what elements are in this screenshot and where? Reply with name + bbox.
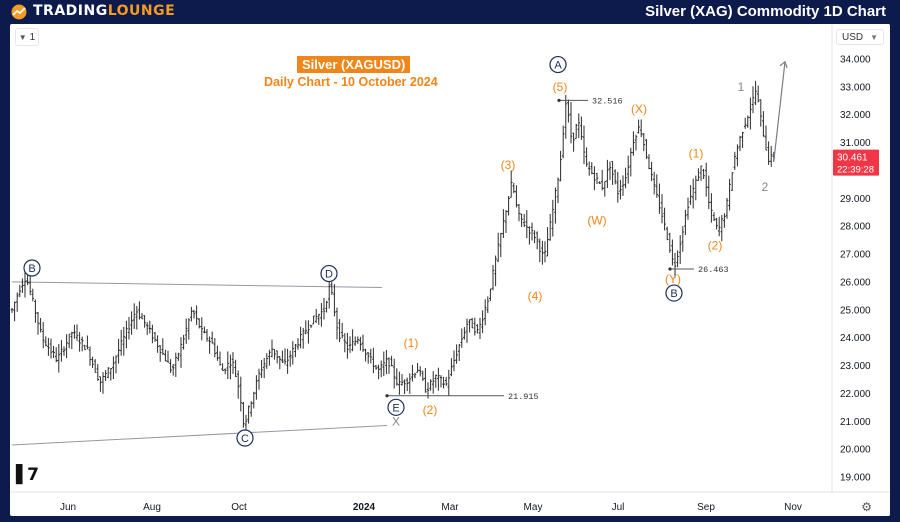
chart-subtitle: Daily Chart - 10 October 2024	[264, 75, 438, 89]
gear-icon[interactable]: ⚙	[861, 500, 872, 514]
y-tick-label: 33.000	[840, 82, 871, 93]
y-tick-label: 24.000	[840, 333, 871, 344]
projection-arrow-head	[779, 60, 788, 68]
wave-label: (2)	[423, 403, 438, 417]
x-tick-label: Jun	[60, 502, 76, 513]
wave-label: A	[554, 60, 562, 72]
y-tick-label: 25.000	[840, 305, 871, 316]
wave-label-circle	[665, 284, 683, 302]
wave-label: (1)	[689, 147, 704, 161]
y-tick-label: 29.000	[840, 194, 871, 205]
price-callout-label: 26.463	[698, 265, 729, 275]
wave-label-circle	[387, 398, 405, 416]
wave-label: (2)	[708, 239, 723, 253]
wave-label: X	[392, 414, 400, 428]
wave-label: B	[28, 263, 35, 275]
currency-selector[interactable]: USD ▼	[836, 29, 884, 45]
interval-selector[interactable]: ▼ 1	[15, 28, 39, 46]
current-price-countdown: 22:39:28	[837, 165, 874, 176]
chevron-down-icon: ▼	[18, 32, 27, 42]
chart-panel: 19.000 20.000 21.000 22.000 23.000 24.000 25.0…	[10, 24, 890, 516]
x-tick-label: 2024	[353, 502, 376, 513]
price-callout-label: 32.516	[592, 96, 623, 106]
y-tick-label: 28.000	[840, 222, 871, 233]
projection-arrow-line	[773, 61, 786, 160]
currency-label: USD	[842, 31, 864, 43]
wave-label-circle	[320, 264, 338, 283]
current-price-badge	[833, 149, 879, 176]
brand-part-1: TRADING	[33, 3, 108, 19]
current-price-value: 30.461	[837, 153, 868, 164]
wave-label: 2	[762, 180, 769, 194]
y-tick-label: 27.000	[840, 250, 871, 261]
x-tick-label: Oct	[231, 502, 247, 513]
x-tick-label: May	[524, 502, 543, 513]
wave-label: E	[392, 402, 399, 414]
y-tick-label: 21.000	[840, 417, 871, 428]
wave-label: 1	[738, 80, 745, 94]
wave-label: (1)	[404, 336, 419, 350]
y-tick-label: 31.000	[840, 138, 871, 149]
y-tick-label: 23.000	[840, 361, 871, 372]
wave-label-circle	[23, 259, 41, 277]
tradinglounge-logo-icon	[11, 4, 27, 20]
trendline	[11, 281, 383, 289]
price-callout-dot	[557, 98, 561, 102]
y-tick-label: 22.000	[840, 389, 871, 400]
interval-value: 1	[29, 31, 36, 43]
y-tick-label: 32.000	[840, 110, 871, 121]
wave-label: (5)	[553, 80, 568, 94]
wave-label-circle	[236, 429, 254, 447]
wave-label: (Y)	[665, 272, 681, 286]
wave-label: C	[241, 433, 249, 445]
wave-label: (X)	[631, 102, 647, 116]
price-callout-dot	[668, 267, 672, 271]
x-tick-label: Jul	[612, 502, 625, 513]
x-tick-label: Aug	[143, 502, 161, 513]
price-callout-dot	[385, 394, 389, 398]
wave-label: B	[670, 288, 677, 300]
tradingview-logo-icon: ▌7	[16, 465, 39, 485]
trendline	[11, 424, 388, 446]
y-tick-label: 19.000	[840, 473, 871, 484]
y-tick-label: 26.000	[840, 277, 871, 288]
x-tick-label: Sep	[697, 502, 715, 513]
wave-label-circle	[549, 55, 567, 74]
wave-label: (W)	[587, 214, 606, 228]
wave-label: (4)	[528, 289, 543, 303]
brand-name: TRADINGLOUNGE	[33, 3, 175, 19]
x-tick-label: Mar	[441, 502, 459, 513]
wave-label: (3)	[501, 158, 516, 172]
y-tick-label: 34.000	[840, 55, 871, 66]
price-axis-panel	[832, 24, 890, 516]
chevron-down-icon: ▼	[870, 32, 878, 42]
header-bar: TRADINGLOUNGE Silver (XAG) Commodity 1D …	[0, 0, 900, 24]
price-chart: 19.000 20.000 21.000 22.000 23.000 24.000 25.0…	[10, 24, 890, 516]
wave-label: D	[325, 269, 333, 281]
x-tick-label: Nov	[784, 502, 802, 513]
brand-part-2: LOUNGE	[107, 3, 176, 19]
price-callout-label: 21.915	[508, 392, 539, 402]
chart-title: Silver (XAGUSD)	[297, 56, 411, 73]
page-title: Silver (XAG) Commodity 1D Chart	[645, 3, 886, 20]
y-tick-label: 20.000	[840, 445, 871, 456]
